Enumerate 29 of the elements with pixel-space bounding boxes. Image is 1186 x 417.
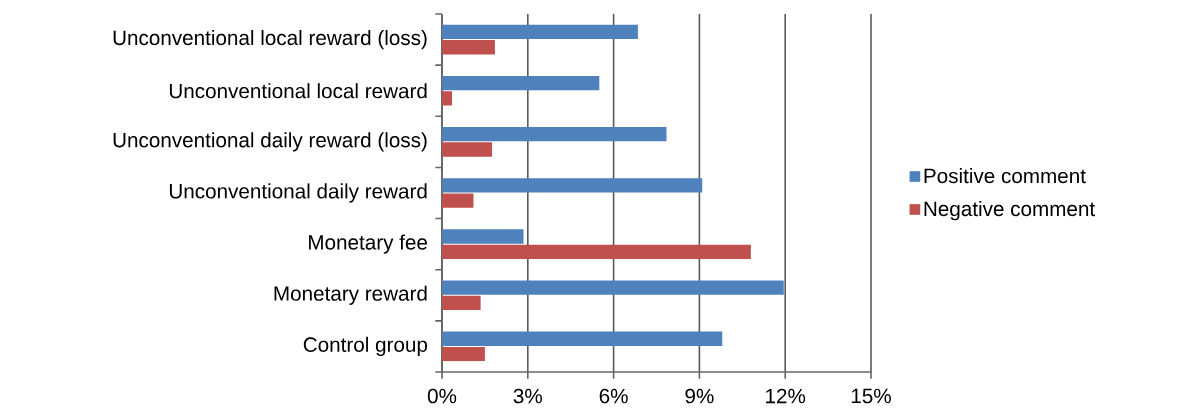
legend-label: Negative comment	[924, 201, 1095, 221]
y-tick-label: Monetary reward	[274, 285, 427, 305]
legend-label: Positive comment	[924, 168, 1086, 184]
bar	[442, 346, 485, 362]
bar	[442, 40, 495, 55]
x-tick-label: 0%	[427, 388, 457, 404]
bar	[442, 295, 481, 311]
bar	[442, 91, 453, 106]
bar	[442, 178, 703, 193]
y-tick-label: Control group	[303, 336, 428, 357]
x-tick-label: 15%	[851, 388, 891, 404]
x-tick-label: 9%	[685, 388, 714, 404]
x-tick-label: 12%	[766, 388, 806, 404]
bar	[442, 280, 784, 295]
y-tick-label: Unconventional daily reward	[169, 183, 427, 203]
bar	[442, 142, 493, 157]
bar	[442, 229, 524, 244]
y-tick-label: Unconventional local reward	[169, 83, 427, 99]
bar	[442, 75, 600, 91]
y-tick-label: Unconventional local reward (loss)	[113, 29, 427, 50]
bar	[442, 331, 723, 346]
y-tick-label: Unconventional daily reward (loss)	[113, 132, 427, 152]
x-tick-label: 3%	[513, 388, 542, 404]
bar	[442, 244, 751, 259]
x-tick-label: 6%	[599, 388, 628, 404]
bar	[442, 193, 474, 208]
y-tick-label: Monetary fee	[309, 234, 428, 254]
bar	[442, 127, 667, 142]
bar	[442, 24, 638, 40]
